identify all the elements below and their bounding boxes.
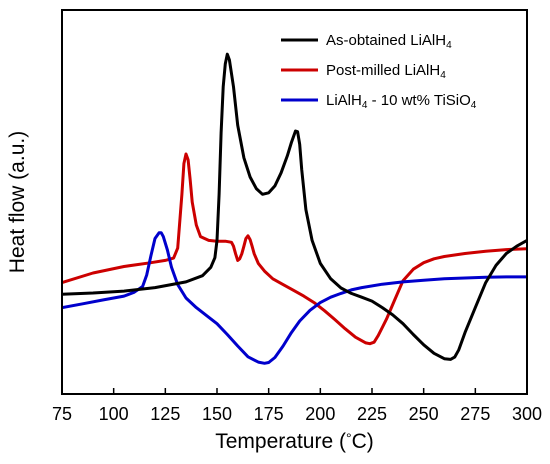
plot-frame [61, 9, 528, 395]
x-tick-label: 275 [460, 404, 490, 424]
x-tick-label: 75 [52, 404, 72, 424]
legend-label-0: As-obtained LiAlH4 [326, 32, 452, 51]
x-tick-label: 250 [409, 404, 439, 424]
series-line-2 [62, 231, 527, 365]
y-axis-title: Heat flow (a.u.) [6, 131, 29, 273]
x-axis-title: Temperature (°C) [215, 430, 374, 453]
x-tick-label: 200 [305, 404, 335, 424]
x-ticks: 75 100 125 150 175 200 225 250 275 300 [52, 388, 542, 424]
series-layer [62, 52, 527, 365]
legend-label-2: LiAlH4 - 10 wt% TiSiO4 [326, 92, 477, 111]
x-tick-label: 225 [357, 404, 387, 424]
x-tick-label: 125 [150, 404, 180, 424]
legend-label-1: Post-milled LiAlH4 [326, 62, 446, 81]
x-tick-label: 150 [202, 404, 232, 424]
series-line-1 [62, 152, 527, 346]
legend: As-obtained LiAlH4 Post-milled LiAlH4 LiAl… [281, 32, 477, 111]
x-tick-label: 175 [254, 404, 284, 424]
series-line-0 [62, 52, 527, 361]
x-tick-label: 100 [99, 404, 129, 424]
x-tick-label: 300 [512, 404, 542, 424]
